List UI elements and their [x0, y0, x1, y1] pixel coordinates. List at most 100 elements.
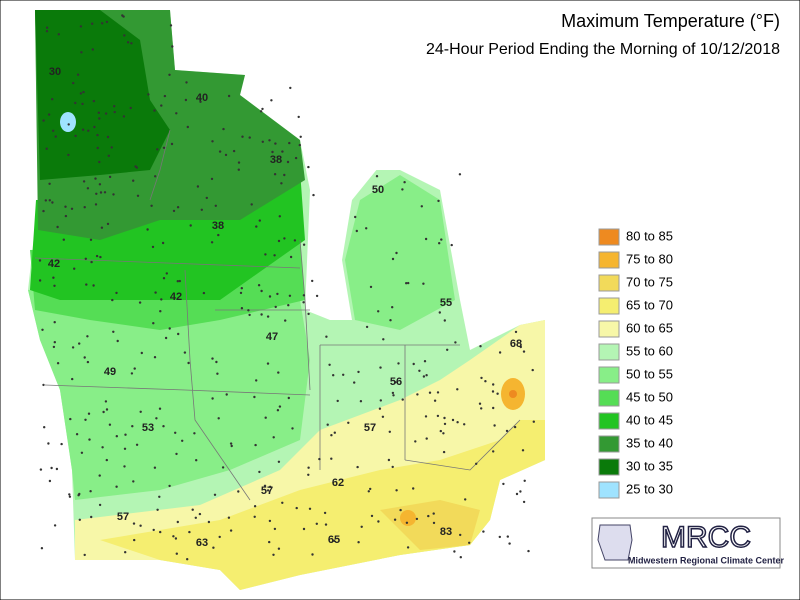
station-dot: [38, 259, 42, 262]
station-dot: [72, 81, 75, 85]
station-dot: [103, 191, 107, 194]
value-label: 42: [48, 258, 60, 270]
station-dot: [505, 429, 509, 433]
station-dot: [210, 241, 214, 244]
station-dot: [168, 484, 171, 488]
station-dot: [175, 552, 178, 555]
station-dot: [83, 553, 86, 557]
station-dot: [158, 495, 161, 498]
station-dot: [199, 100, 202, 104]
station-dot: [68, 495, 72, 498]
station-dot: [284, 319, 287, 322]
legend-swatch: [598, 366, 620, 384]
station-dot: [342, 373, 345, 376]
legend: 80 to 85 75 to 80 70 to 75 65 to 70 60 to 65…: [598, 228, 673, 499]
station-dot: [378, 407, 382, 410]
station-dot: [122, 115, 126, 118]
station-dot: [52, 129, 55, 132]
station-dot: [124, 551, 127, 554]
station-dot: [71, 377, 74, 381]
station-dot: [280, 182, 283, 185]
station-dot: [175, 452, 178, 456]
station-dot: [307, 466, 310, 469]
station-dot: [90, 515, 93, 519]
station-dot: [150, 204, 153, 207]
station-dot: [391, 257, 395, 261]
station-dot: [176, 520, 179, 524]
station-dot: [369, 285, 373, 289]
station-dot: [492, 383, 495, 386]
station-dot: [57, 33, 60, 36]
station-dot: [164, 336, 168, 340]
station-dot: [315, 294, 319, 298]
station-dot: [134, 165, 137, 168]
station-dot: [283, 173, 286, 177]
station-dot: [200, 208, 203, 211]
station-dot: [365, 227, 368, 230]
station-dot: [247, 309, 250, 312]
logo-icon: [597, 524, 633, 561]
station-dot: [450, 243, 453, 247]
station-dot: [84, 418, 87, 421]
station-dot: [521, 449, 525, 452]
station-dot: [414, 440, 417, 443]
station-dot: [330, 434, 333, 437]
station-dot: [153, 466, 157, 469]
station-dot: [395, 251, 398, 255]
station-dot: [286, 160, 290, 164]
station-dot: [422, 375, 426, 378]
station-dot: [268, 139, 271, 142]
station-dot: [111, 298, 114, 302]
station-dot: [115, 291, 118, 295]
station-dot: [428, 391, 432, 394]
station-dot: [154, 291, 157, 294]
legend-label: 45 to 50: [626, 389, 673, 404]
station-dot: [123, 465, 126, 468]
station-dot: [325, 335, 328, 338]
station-dot: [42, 119, 45, 122]
station-dot: [439, 429, 442, 433]
station-dot: [158, 407, 162, 410]
station-dot: [446, 348, 449, 351]
station-dot: [360, 525, 363, 528]
station-dot: [271, 150, 274, 154]
station-dot: [454, 341, 457, 344]
station-dot: [443, 416, 446, 420]
station-dot: [266, 362, 270, 365]
station-dot: [123, 447, 127, 450]
station-dot: [165, 272, 168, 275]
station-dot: [67, 153, 70, 157]
station-dot: [159, 530, 162, 534]
station-dot: [268, 519, 272, 523]
station-dot: [53, 321, 56, 324]
station-dot: [122, 15, 125, 18]
logo-tagline: Midwestern Regional Climate Center: [628, 555, 785, 565]
station-dot: [153, 109, 156, 112]
station-dot: [41, 328, 44, 331]
station-dot: [427, 514, 430, 518]
station-dot: [229, 442, 233, 445]
station-dot: [130, 42, 133, 45]
station-dot: [53, 284, 56, 287]
value-label: 38: [270, 154, 282, 166]
station-dot: [326, 423, 329, 426]
station-dot: [74, 134, 77, 138]
station-dot: [283, 237, 286, 240]
station-dot: [479, 345, 482, 348]
station-dot: [207, 520, 211, 524]
station-dot: [218, 535, 221, 539]
station-dot: [83, 206, 86, 209]
station-dot: [129, 106, 132, 110]
station-dot: [217, 233, 220, 237]
station-dot: [53, 524, 57, 527]
station-dot: [412, 362, 415, 366]
station-dot: [86, 335, 89, 338]
station-dot: [126, 41, 130, 44]
station-dot: [130, 372, 134, 375]
value-label: 50: [372, 184, 384, 196]
station-dot: [98, 474, 101, 477]
station-dot: [278, 405, 282, 408]
station-dot: [85, 283, 88, 286]
station-dot: [55, 467, 59, 471]
station-dot: [406, 546, 410, 549]
